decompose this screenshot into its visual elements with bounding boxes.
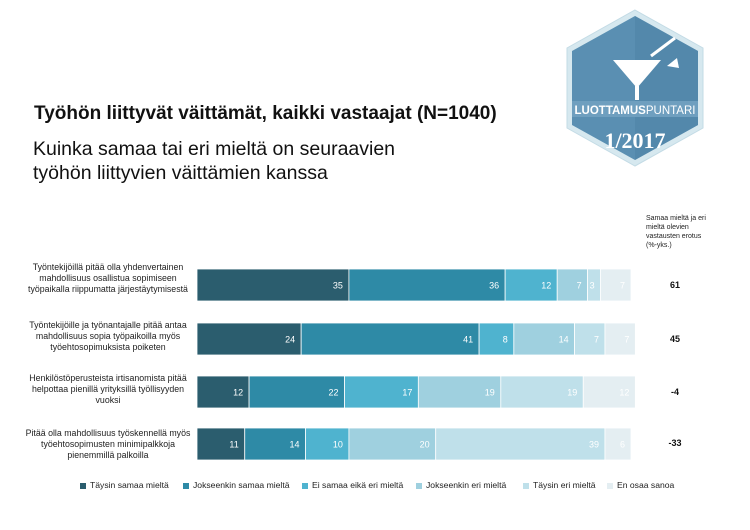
luottamuspuntari-badge: LUOTTAMUSPUNTARI 1/2017 [566, 9, 704, 167]
bar-segment-r2-s1 [196, 322, 302, 356]
bar-segment-r3-s2 [248, 375, 345, 409]
legend-swatch-2 [183, 482, 189, 489]
chart-subtitle: Kuinka samaa tai eri mieltä on seuraavie… [33, 138, 396, 184]
bar-segment-r3-s5 [500, 375, 584, 409]
badge-issue: 1/2017 [604, 128, 665, 153]
badge-brand-light: PUNTARI [646, 105, 696, 117]
scale-icon [613, 36, 679, 100]
bar-segment-r2-s5 [574, 322, 606, 356]
bar-segment-r4-s6 [604, 427, 632, 461]
bar-label-r4-s4: 20 [420, 440, 430, 450]
legend-item-5: Täysin eri mieltä [523, 480, 596, 490]
bar-segment-r1-s3 [504, 268, 558, 302]
legend-swatch-5 [523, 482, 529, 489]
bar-segment-r4-s5 [435, 427, 606, 461]
bar-segment-r1-s1 [196, 268, 350, 302]
legend-label-4: Jokseenkin eri mieltä [426, 480, 507, 490]
legend-swatch-6 [607, 482, 613, 489]
legend-label-1: Täysin samaa mieltä [90, 480, 169, 490]
legend-label-2: Jokseenkin samaa mieltä [193, 480, 290, 490]
bar-label-r4-s6: 6 [620, 440, 625, 450]
bar-label-r1-s1: 35 [333, 281, 343, 291]
badge-brand-bold: LUOTTAMUS [575, 105, 647, 117]
badge-band [572, 101, 698, 117]
bar-segment-r2-s2 [300, 322, 480, 356]
bar-label-r2-s4: 14 [559, 335, 569, 345]
bar-segment-r3-s6 [582, 375, 636, 409]
bar-segment-r1-s4 [556, 268, 588, 302]
bar-segment-r1-s2 [348, 268, 506, 302]
bar-segment-r2-s4 [513, 322, 575, 356]
bar-label-r2-s6: 7 [624, 335, 629, 345]
bar-label-r1-s2: 36 [489, 281, 499, 291]
bar-label-r4-s2: 14 [289, 440, 299, 450]
bar-label-r2-s3: 8 [503, 335, 508, 345]
bar-segment-r4-s1 [196, 427, 246, 461]
bar-label-r3-s3: 17 [402, 388, 412, 398]
bar-segment-r2-s6 [604, 322, 636, 356]
bar-segment-r4-s2 [244, 427, 306, 461]
bar-label-r4-s5: 39 [589, 440, 599, 450]
legend-item-2: Jokseenkin samaa mieltä [183, 480, 290, 490]
bar-label-r1-s5: 3 [590, 281, 595, 291]
legend-swatch-1 [80, 482, 86, 489]
legend-swatch-3 [302, 482, 308, 489]
bar-label-r2-s5: 7 [594, 335, 599, 345]
difference-header: Samaa mieltä ja eri mieltä olevien vasta… [646, 215, 706, 249]
chart-title: Työhön liittyvät väittämät, kaikki vasta… [34, 103, 497, 124]
bar-segment-r3-s4 [417, 375, 502, 409]
legend-item-1: Täysin samaa mieltä [80, 480, 169, 490]
bar-segment-r1-s6 [600, 268, 632, 302]
bar-label-r4-s3: 10 [333, 440, 343, 450]
legend-item-6: En osaa sanoa [607, 480, 674, 490]
difference-value-3: -4 [670, 387, 679, 397]
row-label-4: Pitää olla mahdollisuus työskennellä myö… [25, 428, 191, 460]
bar-label-r3-s1: 12 [233, 388, 243, 398]
difference-value-2: 45 [669, 334, 680, 344]
bar-label-r4-s1: 11 [229, 440, 238, 450]
legend-item-4: Jokseenkin eri mieltä [416, 480, 506, 490]
bar-label-r3-s2: 22 [329, 388, 339, 398]
legend-label-3: Ei samaa eikä eri mieltä [312, 480, 404, 490]
badge-hexagon-shade [635, 16, 698, 160]
legend-label-6: En osaa sanoa [617, 480, 675, 490]
bar-label-r2-s2: 41 [463, 335, 473, 345]
svg-text:LUOTTAMUSPUNTARI: LUOTTAMUSPUNTARI [575, 105, 696, 117]
bar-segment-r2-s3 [478, 322, 515, 356]
bar-label-r1-s6: 7 [620, 281, 625, 291]
difference-value-1: 61 [669, 280, 680, 290]
row-label-3: Henkilöstöperusteista irtisanomista pitä… [29, 373, 187, 405]
bar-label-r3-s5: 19 [567, 388, 577, 398]
bar-label-r1-s4: 7 [577, 281, 582, 291]
bar-label-r2-s1: 24 [285, 335, 295, 345]
legend-swatch-4 [416, 482, 422, 489]
difference-value-4: -33 [668, 438, 682, 448]
legend-item-3: Ei samaa eikä eri mieltä [302, 480, 403, 490]
row-label-1: Työntekijöillä pitää olla yhdenvertainen… [28, 262, 188, 294]
bar-segment-r4-s4 [348, 427, 437, 461]
legend-label-5: Täysin eri mieltä [533, 480, 596, 490]
bar-segment-r3-s1 [196, 375, 250, 409]
bar-label-r1-s3: 12 [541, 281, 551, 291]
row-label-2: Työntekijöille ja työnantajalle pitää an… [29, 320, 187, 352]
bar-label-r3-s4: 19 [485, 388, 495, 398]
bar-label-r3-s6: 12 [619, 388, 629, 398]
